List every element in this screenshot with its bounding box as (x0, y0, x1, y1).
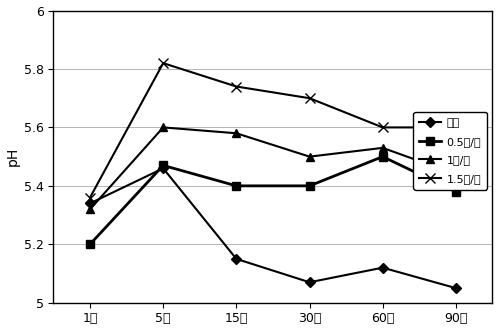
1.5吰/亩 (307, 96, 313, 100)
Line: 空白: 空白 (87, 165, 459, 292)
空白 (453, 286, 459, 290)
0.5吰/亩 (160, 164, 166, 167)
0.5吰/亩 (453, 190, 459, 194)
空白 (307, 280, 313, 284)
0.5吰/亩 (234, 184, 240, 188)
Y-axis label: pH: pH (5, 147, 19, 166)
1.5吰/亩 (87, 196, 93, 200)
空白 (234, 257, 240, 261)
1吰/亩 (453, 172, 459, 176)
1.5吰/亩 (379, 125, 385, 129)
1.5吰/亩 (160, 61, 166, 65)
1吰/亩 (234, 131, 240, 135)
1.5吰/亩 (234, 84, 240, 88)
空白 (379, 266, 385, 270)
Legend: 空白, 0.5吰/亩, 1吰/亩, 1.5吰/亩: 空白, 0.5吰/亩, 1吰/亩, 1.5吰/亩 (413, 112, 487, 190)
1吰/亩 (160, 125, 166, 129)
1.5吰/亩 (453, 125, 459, 129)
Line: 1吰/亩: 1吰/亩 (86, 123, 460, 213)
Line: 0.5吰/亩: 0.5吰/亩 (86, 153, 460, 249)
Line: 1.5吰/亩: 1.5吰/亩 (85, 58, 461, 202)
空白 (160, 166, 166, 170)
空白 (87, 201, 93, 205)
0.5吰/亩 (379, 155, 385, 159)
0.5吰/亩 (87, 242, 93, 246)
1吰/亩 (307, 155, 313, 159)
0.5吰/亩 (307, 184, 313, 188)
1吰/亩 (87, 207, 93, 211)
1吰/亩 (379, 146, 385, 150)
